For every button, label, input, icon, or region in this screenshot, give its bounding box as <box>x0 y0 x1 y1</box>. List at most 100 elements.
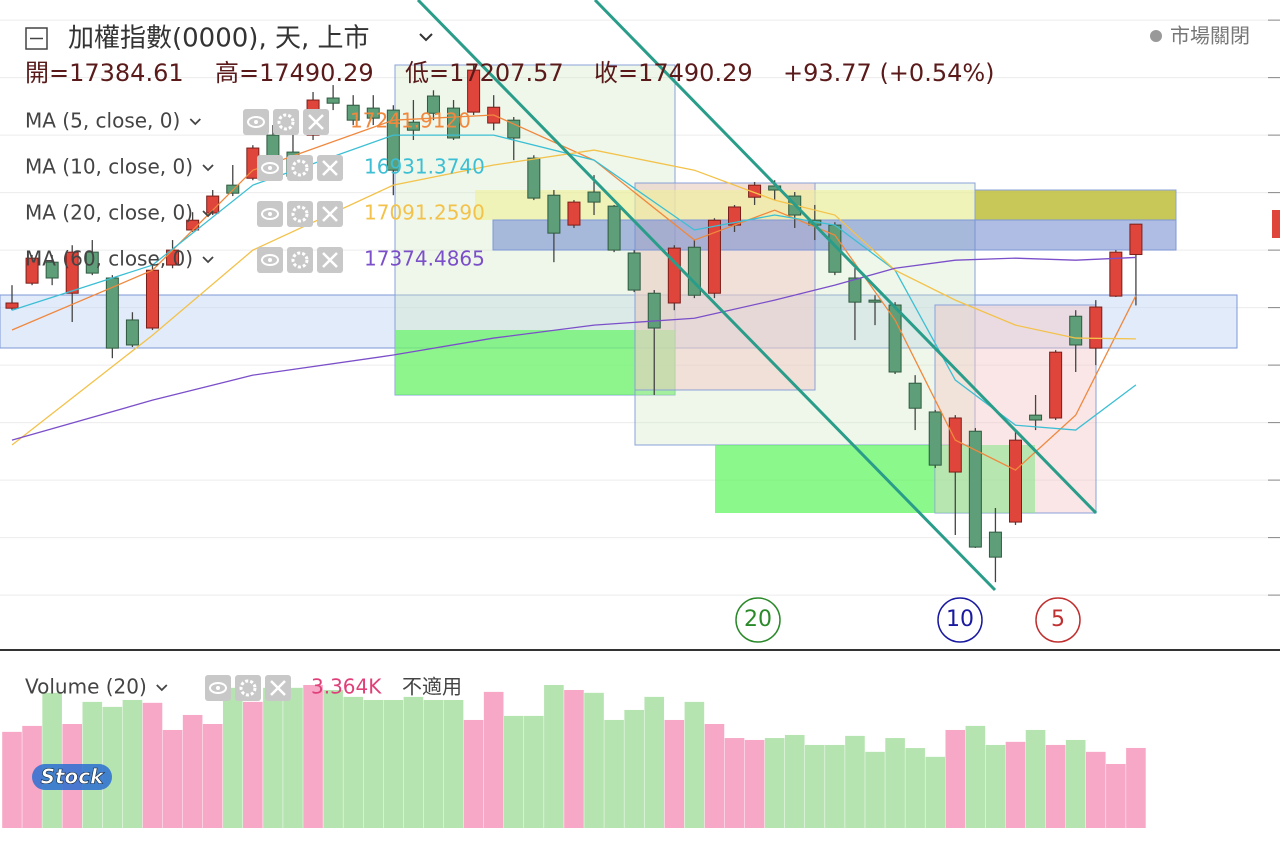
volume-bar <box>1005 741 1026 828</box>
legend-name[interactable]: Volume (20) <box>25 675 147 699</box>
marker-label: 20 <box>744 607 772 632</box>
watermark-text: Stock <box>41 765 106 789</box>
marker-circle <box>1035 597 1081 643</box>
eye-pupil <box>268 166 272 170</box>
volume-bar <box>363 699 384 828</box>
watermark-badge <box>32 764 112 790</box>
candle-body <box>25 257 39 284</box>
volume-bar <box>343 696 363 828</box>
close-value: 收=17490.29 <box>594 59 753 87</box>
legend-name[interactable]: MA (5, close, 0) <box>25 109 180 133</box>
volume-bar <box>222 687 243 828</box>
candle-body <box>607 205 621 251</box>
marker-label: 10 <box>946 607 974 632</box>
volume-bar <box>162 729 183 828</box>
price-marker <box>1272 210 1280 238</box>
zone <box>715 445 935 513</box>
remove-icon <box>270 680 286 696</box>
volume-bar <box>865 751 885 828</box>
settings-button[interactable] <box>287 155 313 181</box>
candle-body <box>447 107 461 139</box>
legend-dropdown[interactable] <box>202 210 214 218</box>
volume-bar <box>764 738 785 828</box>
volume-bar <box>604 719 624 828</box>
candle-body <box>426 95 440 114</box>
legend-name[interactable]: MA (60, close, 0) <box>25 247 193 271</box>
volume-bar <box>1045 744 1066 828</box>
legend-value: 17241.9120 <box>350 109 471 133</box>
candle-body <box>65 251 79 294</box>
volume-bar <box>1065 739 1086 828</box>
candle-body <box>1089 306 1103 349</box>
legend: MA (5, close, 0) 17241.9120 MA (10, close,… <box>25 109 485 701</box>
legend-name[interactable]: MA (10, close, 0) <box>25 155 193 179</box>
volume-bar <box>644 696 665 828</box>
volume-bar <box>283 687 303 828</box>
volume-bar <box>885 738 905 828</box>
remove-icon <box>322 252 338 268</box>
volume-bar <box>724 738 745 828</box>
volume-bar <box>945 729 966 828</box>
candle-body <box>948 417 962 473</box>
candle-body <box>848 277 862 303</box>
volume-bar <box>303 684 323 828</box>
eye-icon <box>261 162 279 174</box>
settings-button[interactable] <box>273 109 299 135</box>
candle-body <box>467 69 481 113</box>
title-dropdown[interactable] <box>419 33 433 42</box>
volume-bar <box>825 744 845 828</box>
legend-dropdown[interactable] <box>202 164 214 172</box>
market-status: 市場關閉 <box>1170 24 1250 48</box>
eye-icon <box>261 254 279 266</box>
volume-bar <box>805 744 825 828</box>
legend-name[interactable]: MA (20, close, 0) <box>25 201 193 225</box>
volume-bar <box>845 735 865 828</box>
legend-dropdown[interactable] <box>189 118 201 126</box>
volume-bar <box>1085 751 1106 828</box>
candle-body <box>326 97 340 104</box>
candle-body <box>1029 414 1043 421</box>
legend-dropdown[interactable] <box>156 684 168 692</box>
legend-dropdown[interactable] <box>202 256 214 264</box>
marker-label: 5 <box>1051 607 1065 632</box>
eye-pupil <box>216 686 220 690</box>
settings-button[interactable] <box>287 201 313 227</box>
eye-icon <box>209 682 227 694</box>
candle-body <box>988 531 1002 558</box>
settings-button[interactable] <box>235 675 261 701</box>
candle-body <box>908 382 922 409</box>
candle-body <box>707 219 721 294</box>
legend-value: 17374.4865 <box>364 247 485 271</box>
candle-body <box>85 251 99 274</box>
volume-bar <box>965 725 986 828</box>
candle-body <box>627 252 641 291</box>
volume-bar <box>1106 763 1126 828</box>
volume-bar <box>243 701 263 828</box>
volume-bar <box>584 692 604 828</box>
collapse-button[interactable] <box>25 27 48 50</box>
plot <box>2 65 1146 828</box>
candle-body <box>667 247 681 304</box>
open-value: 開=17384.61 <box>25 59 184 87</box>
legend-value: 17091.2590 <box>364 201 485 225</box>
candle-body <box>1129 223 1143 256</box>
candle-body <box>45 261 59 279</box>
candle-body <box>687 246 701 296</box>
volume-bar <box>905 748 925 828</box>
gear-icon <box>291 159 309 177</box>
symbol-title[interactable]: 加權指數(0000), 天, 上市 <box>68 24 370 54</box>
volume-bar <box>383 699 404 828</box>
eye-pupil <box>254 120 258 124</box>
legend-note: 不適用 <box>402 675 462 699</box>
count-markers: 20 10 5 <box>735 597 1081 643</box>
remove-icon <box>308 114 324 130</box>
eye-icon <box>247 116 265 128</box>
eye-icon <box>261 208 279 220</box>
status-dot <box>1150 30 1162 42</box>
candle-body <box>1069 315 1083 346</box>
candle-body <box>266 134 280 159</box>
settings-button[interactable] <box>287 247 313 273</box>
candle-body <box>527 157 541 199</box>
volume-bar <box>42 692 62 828</box>
